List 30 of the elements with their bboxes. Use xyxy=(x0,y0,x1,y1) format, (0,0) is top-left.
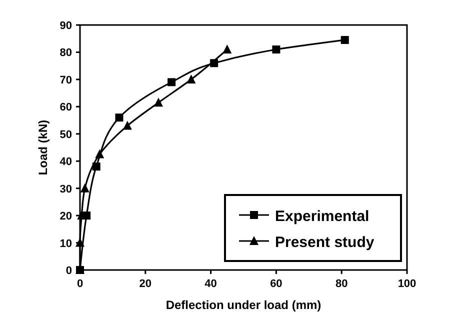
x-tick-label: 40 xyxy=(204,278,217,290)
y-tick-label: 10 xyxy=(60,238,72,250)
x-tick-label: 100 xyxy=(398,278,416,290)
point xyxy=(122,120,132,130)
legend-label: Present study xyxy=(275,234,375,251)
x-tick-label: 0 xyxy=(76,278,84,290)
y-axis-title: Load (kN) xyxy=(36,120,50,176)
point xyxy=(186,74,196,84)
y-tick-label: 20 xyxy=(60,210,72,223)
y-tick-label: 60 xyxy=(60,102,72,114)
y-tick-label: 50 xyxy=(60,128,72,141)
y-tick-label: 70 xyxy=(60,74,72,86)
x-tick-label: 80 xyxy=(335,278,348,290)
point xyxy=(154,98,163,107)
point xyxy=(340,36,349,44)
point xyxy=(272,46,280,54)
y-tick-label: 40 xyxy=(60,156,72,168)
x-axis-title: Deflection under load (mm) xyxy=(166,298,322,312)
legend-label: Experimental xyxy=(275,208,370,225)
y-tick-label: 0 xyxy=(66,265,72,277)
point xyxy=(115,114,124,122)
x-tick-label: 60 xyxy=(270,278,282,290)
point xyxy=(95,149,104,158)
y-tick-label: 80 xyxy=(60,47,72,60)
point xyxy=(222,44,232,54)
y-tick-label: 90 xyxy=(60,20,72,32)
y-tick-label: 30 xyxy=(60,183,72,196)
point xyxy=(168,78,176,86)
x-tick-label: 20 xyxy=(139,278,152,290)
point xyxy=(80,183,90,192)
